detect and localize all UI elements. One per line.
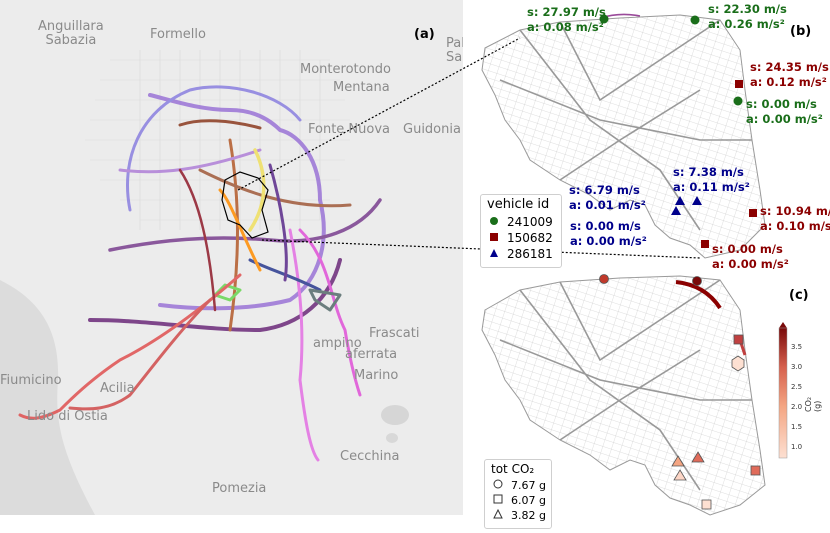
- colorbar-tick-3.0: 3.0: [791, 363, 803, 371]
- co2-marker-5: [671, 455, 685, 467]
- marker-150682-2: [749, 209, 757, 217]
- annotation-5: s: 7.38 m/s a: 0.11 m/s²: [673, 165, 750, 194]
- place-cecchina: Cecchina: [340, 449, 400, 464]
- marker-241009-2: [690, 15, 700, 25]
- marker-286181-1: [675, 196, 685, 205]
- colorbar-label: CO₂ (g): [804, 396, 822, 412]
- lake-nemi: [386, 433, 398, 443]
- marker-241009-1: [599, 14, 609, 24]
- annotation-3: s: 24.35 m/s a: 0.12 m/s²: [750, 60, 829, 89]
- annotation-7: s: 10.94 m/sa: 0.10 m/s²: [760, 204, 830, 233]
- legend-item-241009: 241009: [489, 214, 561, 230]
- vehicle-legend-title: vehicle id: [487, 197, 550, 212]
- place-anguillara: Anguillara Sabazia: [38, 19, 104, 48]
- legend-item-286181: 286181: [489, 246, 561, 262]
- panel-label-c: (c): [789, 288, 809, 303]
- marker-286181-3: [692, 196, 702, 205]
- co2-legend-item-1: 7.67 g: [493, 478, 551, 493]
- colorbar-tick-1.5: 1.5: [791, 423, 803, 431]
- marker-241009-3: [733, 96, 743, 106]
- marker-150682-3: [701, 240, 709, 248]
- place-frascati: Frascati: [369, 326, 420, 341]
- place-fiumicino: Fiumicino: [0, 373, 62, 388]
- place-rocca-priora: aferrata: [345, 347, 398, 362]
- annotation-4: s: 0.00 m/s a: 0.00 m/s²: [746, 97, 823, 126]
- place-pomezia: Pomezia: [212, 481, 267, 496]
- place-ciampino: ampino: [313, 336, 362, 351]
- sea-area: [0, 280, 95, 515]
- co2-marker-3: [733, 334, 744, 345]
- lake-albano: [381, 405, 409, 425]
- co2-marker-8: [750, 465, 761, 476]
- legend-item-150682: 150682: [489, 230, 561, 246]
- colorbar-tick-2.5: 2.5: [791, 383, 803, 391]
- annotation-2: s: 22.30 m/s a: 0.26 m/s²: [708, 2, 787, 31]
- co2-marker-7: [673, 469, 687, 481]
- annotation-9: s: 0.00 m/s a: 0.00 m/s²: [712, 242, 789, 271]
- place-marino: Marino: [354, 368, 399, 383]
- co2-marker-9: [701, 499, 712, 510]
- colorbar-tick-2.0: 2.0: [791, 403, 803, 411]
- annotation-8: s: 0.00 m/s a: 0.00 m/s²: [570, 219, 647, 248]
- co2-marker-2: [692, 276, 702, 286]
- marker-286181-2: [671, 206, 681, 215]
- co2-marker-4: [731, 355, 745, 372]
- vehicle-legend: vehicle id 241009 150682 286181: [480, 194, 562, 268]
- place-formello: Formello: [150, 27, 206, 42]
- co2-legend-item-2: 6.07 g: [493, 493, 551, 508]
- panel-label-b: (b): [790, 24, 812, 39]
- place-acilia: Acilia: [100, 381, 135, 396]
- co2-marker-6: [691, 451, 705, 463]
- co2-legend-item-3: 3.82 g: [493, 508, 551, 523]
- annotation-6: s: 6.79 m/s a: 0.01 m/s²: [569, 183, 646, 212]
- place-lido-di-ostia: Lido di Ostia: [27, 409, 108, 424]
- colorbar-tick-3.5: 3.5: [791, 343, 803, 351]
- co2-legend: tot CO₂ 7.67 g 6.07 g 3.82 g: [484, 459, 552, 529]
- colorbar-tick-1.0: 1.0: [791, 443, 803, 451]
- marker-150682-1: [735, 80, 743, 88]
- co2-marker-1: [599, 274, 609, 284]
- co2-legend-title: tot CO₂: [491, 462, 535, 476]
- annotation-1: s: 27.97 m/s a: 0.08 m/s²: [527, 5, 606, 34]
